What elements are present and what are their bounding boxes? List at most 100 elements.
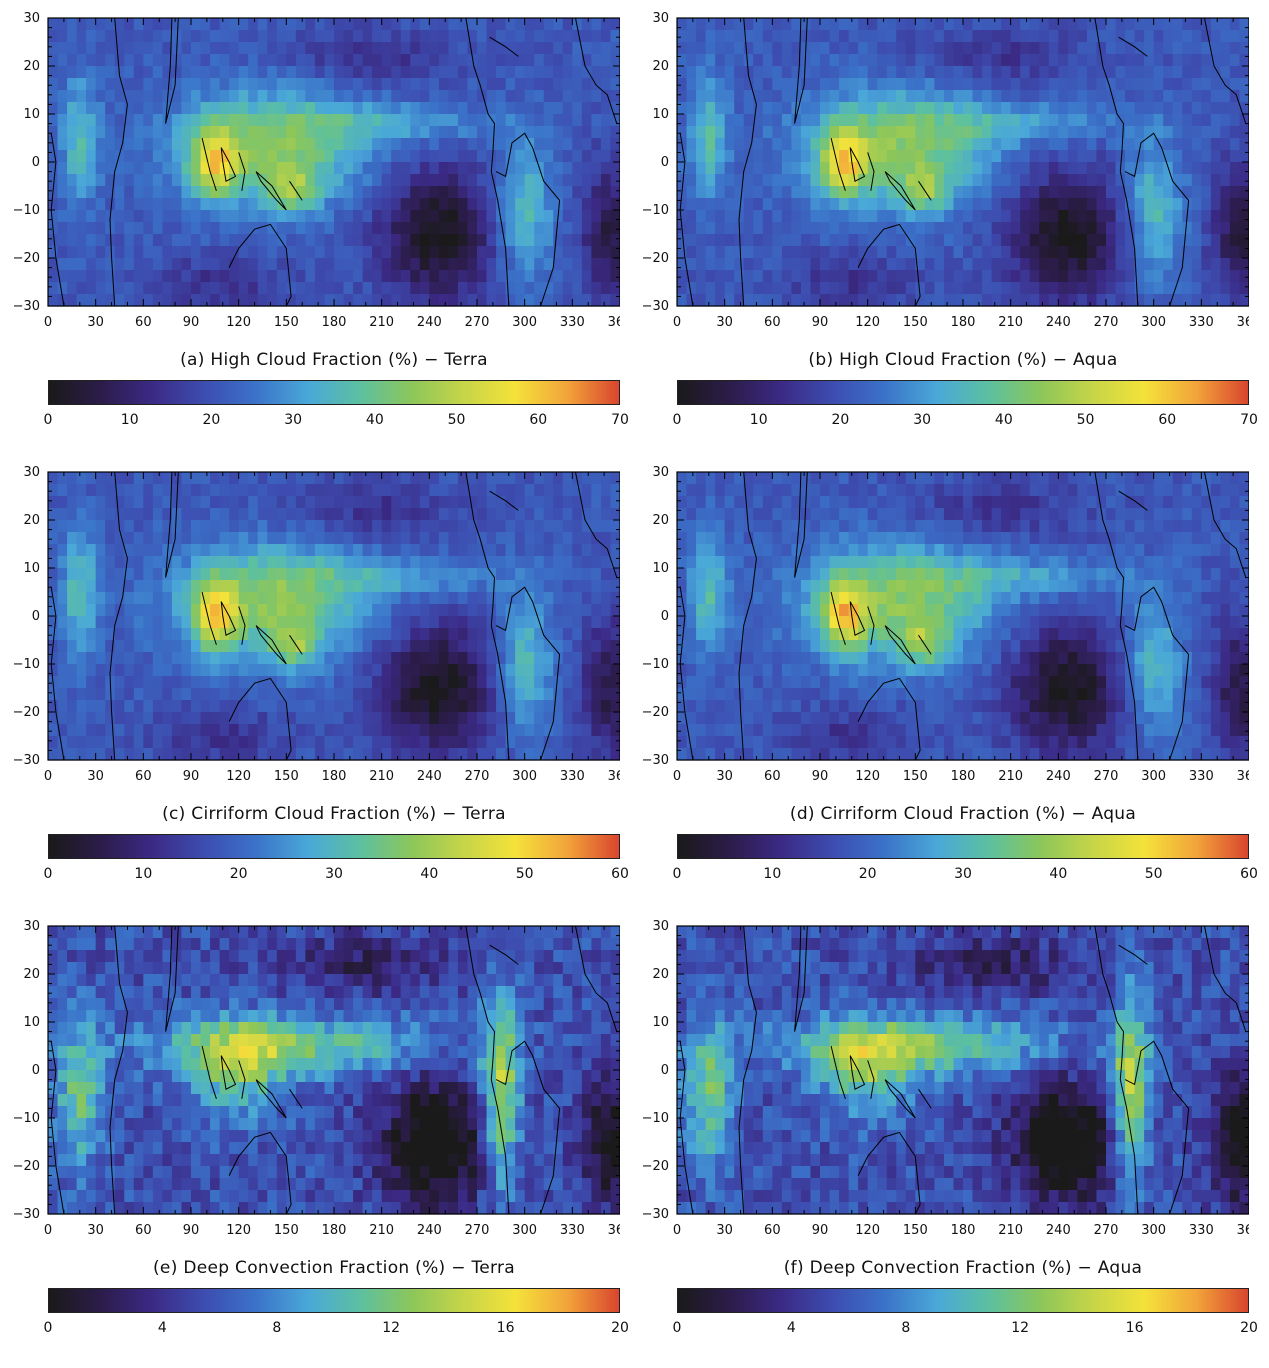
heatmap-cell <box>820 484 830 497</box>
heatmap-cell <box>553 640 563 653</box>
heatmap-cell <box>1030 568 1040 581</box>
heatmap-cell <box>868 246 878 259</box>
heatmap-cell <box>849 282 859 295</box>
heatmap-cell <box>153 18 163 31</box>
heatmap-cell <box>229 270 239 283</box>
heatmap-cell <box>477 294 487 307</box>
heatmap-cell <box>610 508 620 521</box>
heatmap-cell <box>1125 18 1135 31</box>
heatmap-cell <box>734 162 744 175</box>
heatmap-cell <box>382 66 392 79</box>
heatmap-cell <box>582 604 592 617</box>
heatmap-cell <box>1096 114 1106 127</box>
heatmap-cell <box>1068 198 1078 211</box>
heatmap-cell <box>353 42 363 55</box>
heatmap-cell <box>220 712 230 725</box>
heatmap-cell <box>1239 162 1249 175</box>
heatmap-cell <box>305 748 315 761</box>
heatmap-cell <box>915 556 925 569</box>
heatmap-cell <box>210 258 220 271</box>
heatmap-cell <box>1049 78 1059 91</box>
heatmap-cell <box>601 18 611 31</box>
heatmap-cell <box>467 282 477 295</box>
heatmap-cell <box>706 568 716 581</box>
heatmap-cell <box>487 544 497 557</box>
heatmap-cell <box>1096 568 1106 581</box>
heatmap-cell <box>1077 294 1087 307</box>
heatmap-cell <box>67 42 77 55</box>
heatmap-cell <box>201 736 211 749</box>
heatmap-cell <box>944 484 954 497</box>
heatmap-cell <box>58 532 68 545</box>
heatmap-cell <box>477 18 487 31</box>
heatmap-cell <box>925 222 935 235</box>
heatmap-cell <box>315 78 325 91</box>
heatmap-cell <box>181 676 191 689</box>
heatmap-cell <box>201 186 211 199</box>
heatmap-cell <box>601 652 611 665</box>
heatmap-cell <box>734 496 744 509</box>
heatmap-cell <box>953 90 963 103</box>
heatmap-cell <box>258 258 268 271</box>
heatmap-cell <box>124 270 134 283</box>
heatmap-cell <box>77 664 87 677</box>
heatmap-cell <box>429 294 439 307</box>
heatmap-cell <box>915 126 925 139</box>
heatmap-cell <box>820 294 830 307</box>
heatmap-cell <box>763 210 773 223</box>
heatmap-cell <box>315 712 325 725</box>
heatmap-cell <box>515 544 525 557</box>
heatmap-cell <box>420 544 430 557</box>
heatmap-cell <box>410 616 420 629</box>
heatmap-cell <box>810 210 820 223</box>
heatmap-cell <box>210 282 220 295</box>
heatmap-cell <box>124 520 134 533</box>
heatmap-cell <box>1087 198 1097 211</box>
heatmap-cell <box>458 294 468 307</box>
heatmap-cell <box>201 126 211 139</box>
heatmap-cell <box>830 78 840 91</box>
heatmap-cell <box>782 544 792 557</box>
heatmap-cell <box>1163 186 1173 199</box>
heatmap-cell <box>181 700 191 713</box>
heatmap-cell <box>210 472 220 485</box>
heatmap-cell <box>134 150 144 163</box>
heatmap-cell <box>1087 282 1097 295</box>
heatmap-cell <box>906 162 916 175</box>
heatmap-cell <box>324 664 334 677</box>
heatmap-cell <box>1154 90 1164 103</box>
heatmap-cell <box>734 484 744 497</box>
heatmap-cell <box>868 210 878 223</box>
heatmap-cell <box>887 258 897 271</box>
heatmap-cell <box>696 162 706 175</box>
heatmap-cell <box>248 508 258 521</box>
heatmap-cell <box>849 210 859 223</box>
heatmap-cell <box>1058 270 1068 283</box>
heatmap-cell <box>48 270 58 283</box>
heatmap-cell <box>572 282 582 295</box>
heatmap-cell <box>229 520 239 533</box>
heatmap-cell <box>544 78 554 91</box>
heatmap-cell <box>1068 556 1078 569</box>
heatmap-cell <box>229 580 239 593</box>
heatmap-cell <box>1239 258 1249 271</box>
heatmap-cell <box>162 126 172 139</box>
heatmap-cell <box>982 198 992 211</box>
heatmap-cell <box>448 556 458 569</box>
heatmap-cell <box>96 138 106 151</box>
heatmap-cell <box>401 472 411 485</box>
heatmap-cell <box>96 700 106 713</box>
heatmap-cell <box>372 18 382 31</box>
heatmap-cell <box>915 78 925 91</box>
heatmap-cell <box>429 520 439 533</box>
heatmap-cell <box>143 114 153 127</box>
heatmap-cell <box>1020 508 1030 521</box>
heatmap-cell <box>1163 30 1173 43</box>
heatmap-cell <box>591 198 601 211</box>
heatmap-cell <box>410 114 420 127</box>
heatmap-cell <box>1230 496 1240 509</box>
heatmap-cell <box>591 126 601 139</box>
heatmap-cell <box>801 174 811 187</box>
heatmap-cell <box>992 258 1002 271</box>
heatmap-cell <box>458 688 468 701</box>
